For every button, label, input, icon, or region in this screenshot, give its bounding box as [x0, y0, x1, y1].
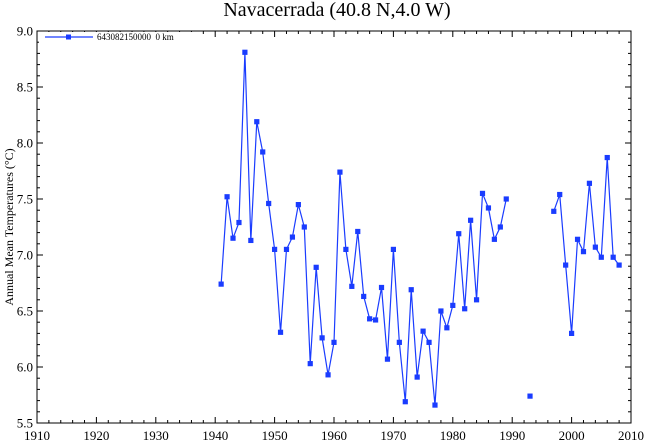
data-point: [248, 237, 254, 244]
axis-ticks: [36, 30, 632, 424]
x-tick-label: 1970: [380, 428, 406, 441]
data-point: [277, 329, 284, 335]
data-point: [396, 339, 402, 345]
y-tick-label: 8.5: [17, 80, 33, 95]
data-point: [272, 246, 278, 252]
x-tick-label: 2010: [618, 428, 644, 441]
series-layer: [218, 49, 622, 408]
data-point: [372, 317, 379, 323]
data-point: [574, 236, 581, 242]
data-point: [432, 402, 438, 408]
data-point: [325, 372, 331, 378]
data-point: [384, 356, 391, 362]
x-tick-label: 1960: [321, 428, 347, 441]
data-point: [349, 283, 355, 289]
data-point: [260, 149, 266, 155]
data-point: [557, 191, 563, 198]
data-point: [390, 246, 396, 252]
data-point: [224, 194, 230, 200]
data-point: [420, 328, 426, 334]
data-point: [503, 196, 509, 202]
x-tick-label: 1950: [262, 428, 288, 441]
y-tick-label: 5.5: [17, 416, 33, 431]
data-point: [598, 254, 604, 260]
data-point: [426, 339, 432, 345]
data-point: [307, 361, 313, 367]
data-point: [592, 244, 598, 250]
data-point: [289, 234, 296, 240]
data-point: [319, 335, 325, 341]
legend-label: 643082150000 0 km: [97, 32, 174, 42]
y-tick-label: 6.0: [17, 360, 33, 375]
data-point: [266, 200, 272, 207]
data-point: [367, 316, 373, 322]
data-point: [408, 287, 414, 293]
data-point: [569, 330, 575, 336]
data-point: [402, 399, 408, 405]
y-axis-tick-labels: 5.5 6.0 6.5 7.0 7.5 8.0 8.5 9.0: [17, 24, 33, 431]
data-point: [355, 228, 361, 235]
data-point: [497, 224, 503, 230]
data-point: [462, 306, 468, 312]
x-tick-label: 1980: [440, 428, 466, 441]
legend: 643082150000 0 km: [39, 32, 194, 43]
x-tick-label: 1930: [143, 428, 169, 441]
data-point: [444, 325, 450, 331]
x-tick-label: 2000: [559, 428, 585, 441]
data-point: [343, 246, 349, 252]
legend-box: [39, 32, 194, 43]
y-tick-label: 8.0: [17, 136, 33, 151]
data-point: [551, 208, 557, 214]
data-point: [485, 205, 492, 211]
plot-area: 1910 1920 1930 1940 1950 1960 1970 1980 1990 2000…: [2, 24, 644, 441]
data-point: [313, 264, 319, 270]
y-tick-label: 9.0: [17, 24, 33, 39]
data-point: [242, 49, 248, 55]
x-tick-label: 1920: [83, 428, 109, 441]
x-tick-label: 1940: [202, 428, 228, 441]
y-axis-label: Annual Mean Temperatures (°C): [2, 148, 16, 305]
x-tick-label: 1910: [24, 428, 50, 441]
data-point: [414, 374, 420, 380]
data-point: [450, 302, 456, 308]
data-point: [438, 308, 444, 314]
data-point: [283, 246, 290, 252]
series-line: [553, 157, 620, 334]
y-tick-label: 6.5: [17, 304, 33, 319]
data-point: [610, 254, 616, 260]
data-point: [563, 262, 569, 268]
y-tick-label: 7.0: [17, 248, 33, 263]
data-point: [473, 297, 480, 303]
data-point: [604, 154, 610, 161]
data-point: [580, 249, 587, 255]
data-point: [456, 231, 462, 237]
data-point: [218, 281, 224, 287]
chart-title: Navacerrada (40.8 N,4.0 W): [223, 0, 450, 21]
data-point: [295, 202, 301, 208]
data-point: [301, 224, 307, 230]
data-point: [331, 339, 337, 345]
data-point: [479, 190, 486, 196]
data-point: [616, 262, 622, 268]
data-point: [527, 393, 533, 399]
data-point: [468, 217, 474, 223]
data-point: [491, 236, 497, 242]
data-point: [378, 284, 385, 291]
plot-frame: [36, 30, 632, 424]
data-point: [236, 219, 242, 226]
y-tick-label: 7.5: [17, 192, 33, 207]
data-point: [254, 119, 260, 125]
x-tick-label: 1990: [499, 428, 525, 441]
data-point: [337, 169, 343, 175]
legend-marker: [66, 34, 71, 40]
x-axis-tick-labels: 1910 1920 1930 1940 1950 1960 1970 1980 1990 2000…: [24, 428, 644, 441]
data-point: [230, 235, 236, 241]
data-point: [361, 293, 367, 300]
data-point: [586, 180, 593, 186]
